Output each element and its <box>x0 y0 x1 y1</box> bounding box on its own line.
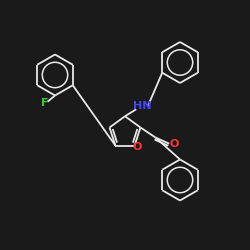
Text: O: O <box>132 142 142 152</box>
Text: O: O <box>169 139 178 149</box>
Text: F: F <box>41 98 49 108</box>
Text: HN: HN <box>133 101 152 111</box>
